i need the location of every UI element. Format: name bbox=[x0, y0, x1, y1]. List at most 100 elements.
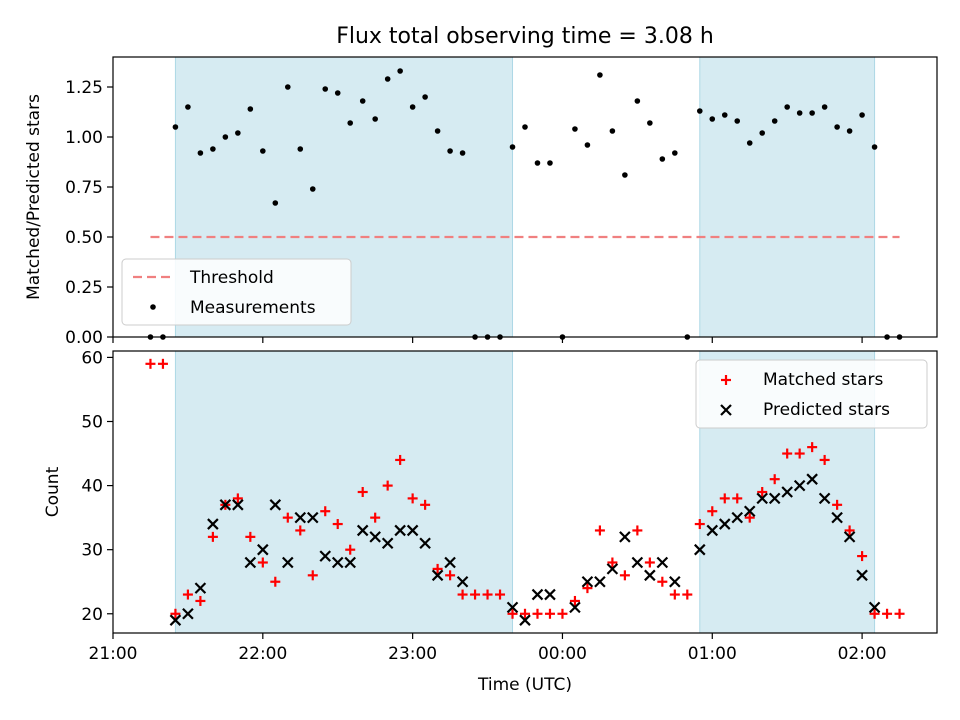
predicted-star-point bbox=[394, 524, 406, 537]
x-stroke-b bbox=[419, 537, 431, 550]
x-stroke-b bbox=[219, 499, 232, 511]
x-stroke-b bbox=[444, 556, 456, 569]
matched-star-point bbox=[407, 493, 418, 504]
x-stroke-b bbox=[381, 537, 394, 550]
legend-predicted-label: Predicted stars bbox=[763, 400, 890, 420]
matched-star-point bbox=[882, 608, 893, 619]
matched-star-point bbox=[320, 506, 331, 517]
measurement-point bbox=[235, 130, 241, 136]
predicted-star-point bbox=[381, 537, 394, 550]
x-stroke-b bbox=[344, 556, 356, 569]
measurement-point bbox=[696, 108, 703, 114]
measurement-point bbox=[821, 104, 828, 110]
x-stroke-b bbox=[544, 588, 556, 601]
legend-threshold-label: Threshold bbox=[189, 268, 274, 288]
measurement-point bbox=[210, 146, 216, 152]
measurement-point bbox=[384, 76, 391, 82]
matched-star-point bbox=[507, 608, 518, 619]
x-stroke-b bbox=[531, 588, 544, 601]
matched-star-point bbox=[832, 499, 843, 510]
matched-star-point bbox=[544, 608, 555, 619]
measurement-point bbox=[222, 134, 229, 140]
predicted-star-point bbox=[169, 614, 182, 626]
predicted-star-point bbox=[806, 473, 818, 485]
predicted-star-point bbox=[219, 499, 232, 511]
predicted-star-point bbox=[843, 531, 856, 543]
measurement-point bbox=[359, 98, 366, 104]
matched-star-point bbox=[245, 531, 256, 542]
matched-star-point bbox=[470, 589, 481, 600]
measurement-point bbox=[609, 128, 616, 134]
predicted-star-point bbox=[656, 556, 669, 569]
y-tick-label: 0.75 bbox=[65, 178, 103, 198]
measurement-point bbox=[597, 72, 603, 78]
matched-star-point bbox=[807, 442, 818, 453]
matched-star-point bbox=[232, 493, 243, 504]
predicted-star-point bbox=[718, 518, 731, 530]
predicted-star-point bbox=[506, 601, 519, 614]
measurement-point bbox=[447, 148, 453, 154]
predicted-star-point bbox=[431, 569, 444, 582]
x-stroke-b bbox=[831, 511, 843, 524]
x-stroke-b bbox=[743, 505, 756, 518]
predicted-star-point bbox=[419, 537, 431, 550]
x-stroke-b bbox=[331, 556, 344, 569]
x-stroke-b bbox=[818, 492, 831, 505]
matched-star-point bbox=[195, 595, 206, 606]
matched-star-point bbox=[532, 608, 543, 619]
chart-title: Flux total observing time = 3.08 h bbox=[336, 24, 714, 49]
measurement-point bbox=[721, 112, 728, 118]
predicted-star-point bbox=[331, 556, 344, 569]
matched-star-point bbox=[694, 519, 705, 530]
x-stroke-b bbox=[431, 569, 444, 582]
measurement-point bbox=[334, 90, 341, 96]
axes-frame bbox=[112, 350, 938, 634]
matched-star-point bbox=[732, 493, 743, 504]
predicted-star-point bbox=[694, 543, 706, 556]
matched-star-point bbox=[757, 487, 768, 497]
predicted-star-point bbox=[232, 499, 244, 511]
matched-star-point bbox=[782, 448, 793, 459]
matched-star-point bbox=[445, 570, 456, 581]
matched-star-point bbox=[594, 525, 605, 536]
matched-star-point bbox=[569, 595, 580, 606]
bottom-legend: Matched stars Predicted stars bbox=[695, 359, 928, 429]
x-stroke-b bbox=[244, 556, 257, 569]
matched-star-point bbox=[332, 519, 343, 530]
matched-star-point bbox=[157, 358, 168, 369]
predicted-star-point bbox=[344, 556, 356, 569]
predicted-star-point bbox=[669, 575, 681, 588]
measurement-point bbox=[397, 68, 403, 74]
y-tick-label: 30 bbox=[81, 541, 103, 561]
measurement-point bbox=[422, 94, 428, 100]
predicted-star-point bbox=[456, 575, 469, 588]
legend-measurements-swatch bbox=[150, 304, 156, 310]
x-stroke-b bbox=[182, 607, 194, 620]
measurement-point bbox=[185, 104, 191, 110]
legend-matched-swatch bbox=[721, 375, 731, 385]
x-stroke-b bbox=[594, 575, 606, 588]
measurement-point bbox=[584, 142, 591, 148]
y-tick-label: 40 bbox=[81, 477, 103, 497]
measurement-point bbox=[846, 128, 853, 134]
top-legend-box bbox=[121, 258, 352, 326]
axes-frame bbox=[112, 56, 938, 338]
matched-star-point bbox=[495, 589, 506, 600]
y-tick-label: 50 bbox=[81, 413, 103, 433]
predicted-star-point bbox=[594, 575, 606, 588]
x-stroke-b bbox=[406, 524, 419, 537]
matched-star-point bbox=[644, 557, 655, 568]
matched-star-point bbox=[819, 454, 830, 465]
measurement-point bbox=[322, 86, 329, 92]
measurement-point bbox=[759, 130, 766, 136]
predicted-star-point bbox=[706, 524, 719, 537]
x-stroke-b bbox=[806, 473, 818, 485]
predicted-star-point bbox=[606, 563, 619, 575]
predicted-star-point bbox=[282, 556, 294, 569]
predicted-star-point bbox=[743, 505, 756, 518]
top-legend: Threshold Measurements bbox=[121, 258, 352, 326]
measurement-point bbox=[672, 150, 678, 156]
x-stroke-b bbox=[694, 543, 706, 556]
measurement-point bbox=[771, 118, 778, 124]
